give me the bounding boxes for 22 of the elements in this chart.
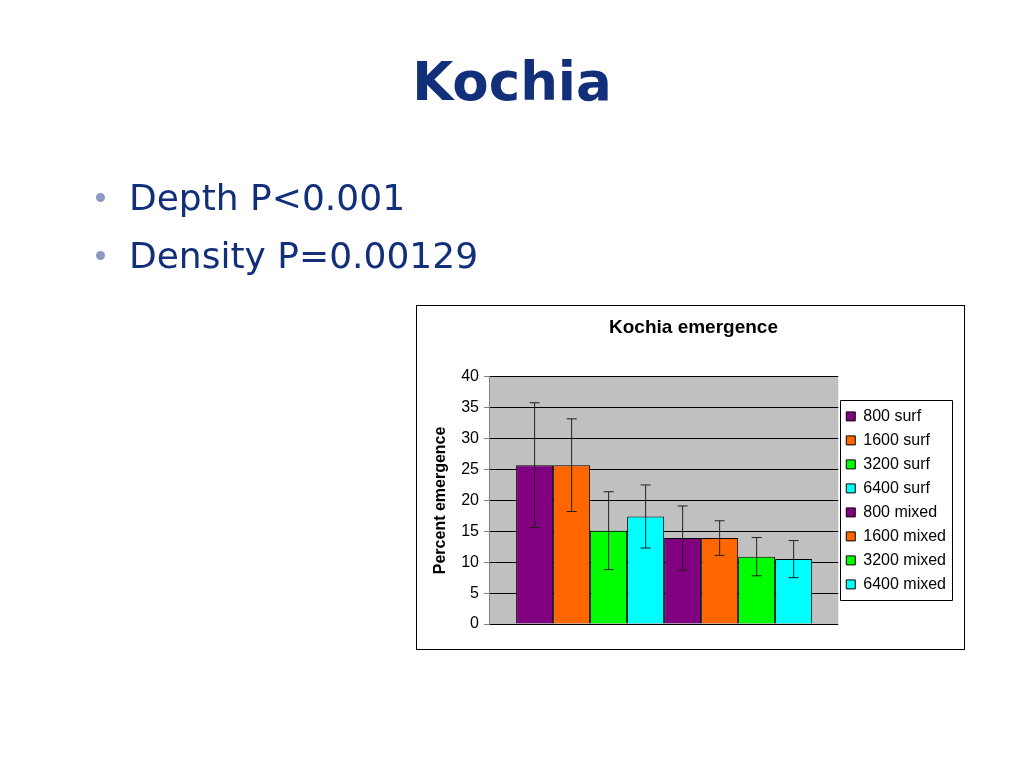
y-tick-label: 15 xyxy=(461,521,480,539)
legend-label: 6400 surf xyxy=(863,478,931,496)
chart-subtitle: Kochia emergence xyxy=(609,315,778,337)
legend-label: 3200 mixed xyxy=(863,550,946,568)
legend-label: 800 surf xyxy=(863,406,922,424)
y-tick-label: 20 xyxy=(461,490,480,508)
legend-label: 1600 surf xyxy=(863,430,931,448)
legend-label: 3200 surf xyxy=(863,454,931,472)
legend-label: 1600 mixed xyxy=(863,526,946,544)
y-tick-label: 25 xyxy=(461,459,480,477)
text: Density P=0.00129 xyxy=(129,234,479,276)
y-tick-label: 30 xyxy=(461,429,480,447)
chart-title: Kochia xyxy=(411,50,613,114)
y-tick-label: 5 xyxy=(470,583,480,601)
y-tick-label: 0 xyxy=(470,614,480,632)
legend-label: 800 mixed xyxy=(863,502,938,520)
y-axis-title: Percent emergence xyxy=(431,426,449,575)
y-tick-label: 10 xyxy=(461,552,480,570)
legend-label: 6400 mixed xyxy=(863,574,946,592)
text: Depth P<0.001 xyxy=(129,176,406,218)
y-tick-label: 35 xyxy=(461,398,480,416)
y-tick-label: 40 xyxy=(461,367,480,385)
